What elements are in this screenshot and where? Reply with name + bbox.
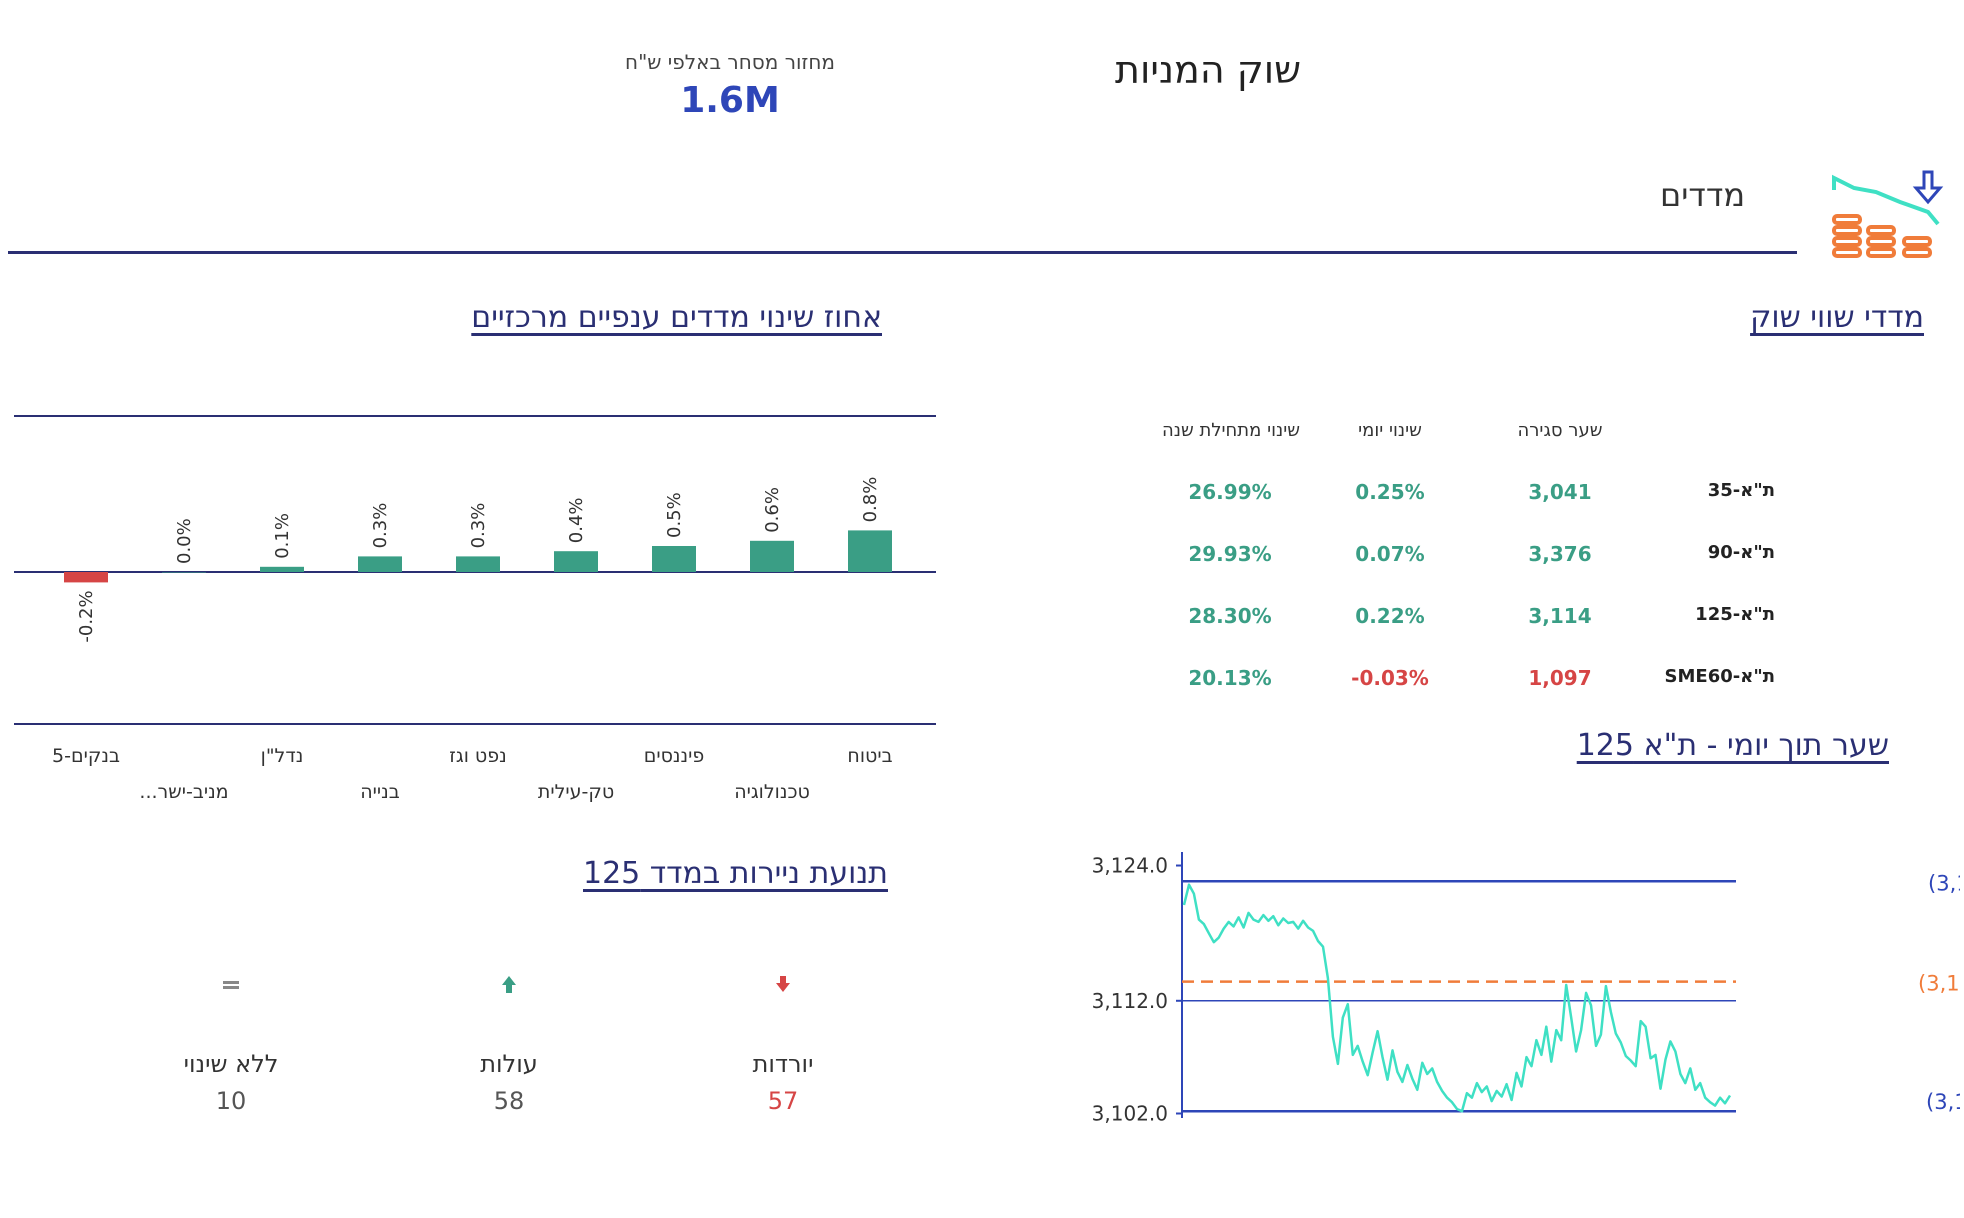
row-ytd: 26.99% bbox=[1188, 480, 1272, 504]
row-close: 3,114 bbox=[1528, 604, 1592, 628]
arrow-down-icon bbox=[768, 970, 798, 1000]
bar bbox=[64, 572, 108, 583]
row-ytd: 29.93% bbox=[1188, 542, 1272, 566]
turnover-label: מחזור מסחר באלפי ש"ח bbox=[625, 50, 835, 74]
bar-data-label: 0.3% bbox=[370, 503, 391, 549]
bar-data-label: 0.5% bbox=[664, 492, 685, 538]
row-name: ת"א-SME60 bbox=[1664, 666, 1775, 687]
row-daily: -0.03% bbox=[1351, 666, 1429, 690]
turnover-value: 1.6M bbox=[680, 80, 780, 121]
category-label: נדל"ן bbox=[261, 745, 304, 767]
row-daily: 0.07% bbox=[1355, 542, 1425, 566]
bar-data-label: -0.2% bbox=[76, 590, 97, 642]
category-label: נפט וגז bbox=[449, 745, 506, 767]
row-name: ת"א-125 bbox=[1695, 604, 1775, 625]
movement-title: תנועת ניירות במדד 125 bbox=[583, 856, 888, 891]
movement-label: יורדות bbox=[752, 1050, 814, 1078]
bar-data-label: 0.3% bbox=[468, 503, 489, 549]
category-label: טק-עילית bbox=[538, 781, 614, 803]
col-header-close: שער סגירה bbox=[1517, 420, 1603, 441]
bar bbox=[848, 530, 892, 572]
row-daily: 0.25% bbox=[1355, 480, 1425, 504]
category-label: טכנולוגיה bbox=[734, 781, 810, 803]
movement-label: ללא שינוי bbox=[183, 1050, 279, 1078]
row-name: ת"א-35 bbox=[1707, 480, 1775, 501]
sector-chart-title: אחוז שינוי מדדים ענפיים מרכזיים bbox=[471, 300, 882, 335]
intraday-line-chart: 3,102.0 3,112.0 3,124.0 מקסימלי (3,122.6) סג… bbox=[1092, 852, 1960, 1125]
row-daily: 0.22% bbox=[1355, 604, 1425, 628]
category-label: מניב-ישר... bbox=[139, 781, 228, 803]
price-line bbox=[1182, 883, 1732, 1113]
arrow-up-icon bbox=[494, 970, 524, 1000]
tab-divider bbox=[8, 251, 1797, 254]
col-header-ytd: שינוי מתחילת שנה bbox=[1162, 420, 1300, 441]
sector-bar-chart: 0.8% ביטוח 0.6% טכנולוגיה 0.5% פיננסים 0.4% טק-… bbox=[14, 415, 936, 803]
stock-chart-coins-icon bbox=[1828, 170, 1948, 260]
movement-value: 58 bbox=[493, 1087, 525, 1115]
bar-data-label: 0.0% bbox=[174, 518, 195, 564]
y-tick-label: 3,112.0 bbox=[1092, 989, 1168, 1013]
row-name: ת"א-90 bbox=[1707, 542, 1775, 563]
bar-data-label: 0.1% bbox=[272, 513, 293, 559]
row-close: 3,041 bbox=[1528, 480, 1592, 504]
min-label: מינימלי (3,102.2) bbox=[1926, 1090, 1960, 1114]
bar bbox=[652, 546, 696, 572]
bar bbox=[162, 572, 206, 573]
movement-label: עולות bbox=[480, 1050, 538, 1078]
movement-value: 10 bbox=[215, 1087, 247, 1115]
category-label: בנקים-5 bbox=[52, 745, 120, 767]
tab-indices[interactable]: מדדים bbox=[1660, 176, 1746, 214]
row-ytd: 20.13% bbox=[1188, 666, 1272, 690]
bar bbox=[456, 556, 500, 572]
bar bbox=[750, 540, 794, 572]
category-label: ביטוח bbox=[847, 745, 892, 767]
bar-data-label: 0.8% bbox=[860, 477, 881, 523]
equals-icon bbox=[216, 970, 246, 1000]
intraday-chart-title: שער תוך יומי - ת"א 125 bbox=[1576, 728, 1889, 763]
bar bbox=[358, 556, 402, 572]
bar-data-label: 0.6% bbox=[762, 487, 783, 533]
row-close: 3,376 bbox=[1528, 542, 1592, 566]
col-header-daily: שינוי יומי bbox=[1358, 420, 1422, 441]
row-close: 1,097 bbox=[1528, 666, 1592, 690]
category-label: בנייה bbox=[360, 781, 400, 803]
close-label: סגירה (3,113.7) bbox=[1918, 972, 1960, 996]
max-label: מקסימלי (3,122.6) bbox=[1928, 871, 1960, 895]
bar bbox=[554, 551, 598, 572]
bar-data-label: 0.4% bbox=[566, 497, 587, 543]
category-label: פיננסים bbox=[644, 745, 705, 767]
movement-value: 57 bbox=[767, 1087, 799, 1115]
y-tick-label: 3,102.0 bbox=[1092, 1101, 1168, 1125]
indices-table-title: מדדי שווי שוק bbox=[1750, 300, 1924, 335]
y-tick-label: 3,124.0 bbox=[1092, 854, 1168, 878]
row-ytd: 28.30% bbox=[1188, 604, 1272, 628]
page-title: שוק המניות bbox=[1115, 48, 1301, 92]
bar bbox=[260, 566, 304, 572]
